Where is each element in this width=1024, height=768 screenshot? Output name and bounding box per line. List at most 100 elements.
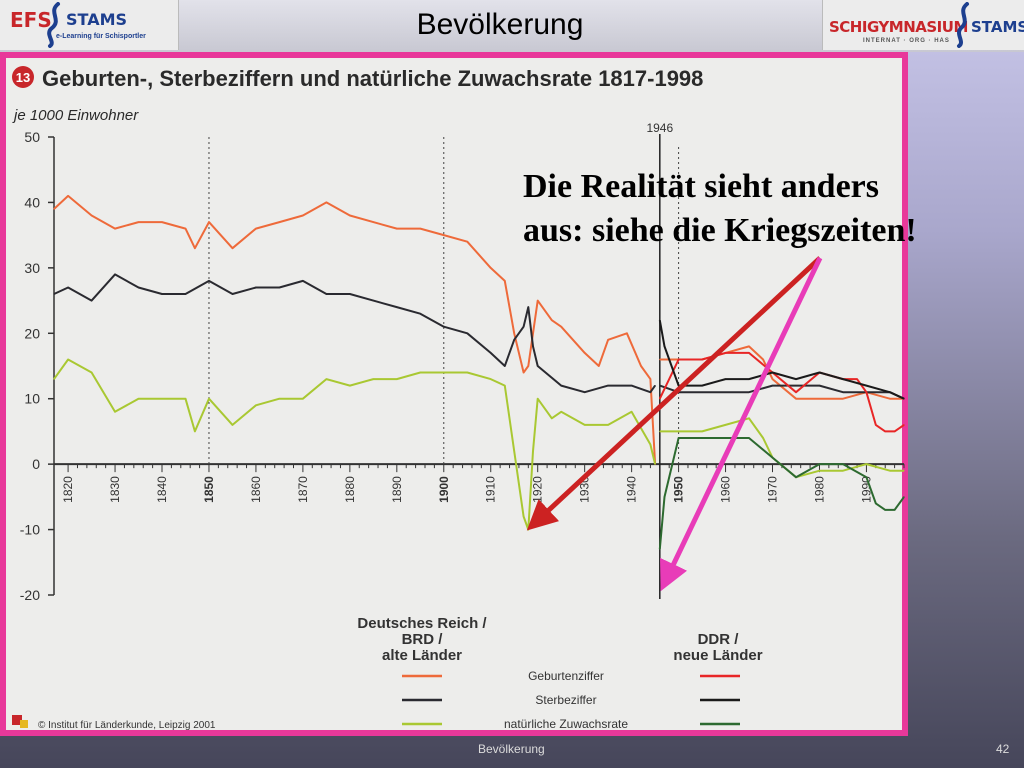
data-point — [349, 214, 351, 217]
data-point — [875, 424, 877, 426]
x-tick-label: 1890 — [390, 476, 404, 503]
data-point — [701, 430, 703, 433]
legend-item-label: Sterbeziffer — [535, 693, 596, 707]
data-point — [677, 437, 680, 439]
slide-header: EFS STAMS e-Learning für Schisportler Be… — [0, 0, 1024, 52]
data-point — [527, 365, 529, 367]
logo-left-name2: STAMS — [66, 10, 128, 29]
figure-number: 13 — [16, 70, 30, 85]
data-point — [875, 502, 877, 504]
data-point — [231, 424, 234, 426]
data-point — [889, 391, 891, 393]
footer-title: Bevölkerung — [478, 742, 545, 756]
data-point — [748, 378, 750, 380]
data-point — [419, 313, 421, 315]
data-point — [865, 391, 868, 393]
schigymnasium-logo: SCHIGYMNASIUM STAMS INTERNAT · ORG · HAS — [822, 0, 1024, 50]
y-tick-label: 20 — [24, 325, 40, 341]
data-point — [490, 352, 492, 354]
data-point — [523, 515, 525, 518]
data-point — [771, 371, 774, 374]
data-point — [537, 398, 539, 400]
data-point — [67, 286, 69, 289]
y-tick-label: 30 — [24, 260, 40, 276]
x-tick-label: 1850 — [202, 476, 216, 503]
annotation-arrow-red — [526, 256, 822, 531]
figure-number-badge — [12, 66, 34, 88]
data-point — [842, 378, 844, 380]
data-point — [795, 378, 797, 380]
data-point — [889, 470, 891, 472]
data-point — [208, 398, 210, 400]
x-tick-label: 1940 — [625, 476, 639, 503]
x-tick-label: 1990 — [859, 476, 873, 503]
x-tick-label: 1970 — [766, 476, 780, 503]
legend-group1-line: alte Länder — [382, 647, 462, 664]
x-tick-label: 1870 — [296, 476, 310, 503]
data-point — [504, 365, 506, 367]
legend-item-label: Geburtenziffer — [528, 669, 604, 683]
population-chart: 13 Geburten-, Sterbeziffern und natürlic… — [12, 66, 905, 731]
data-point — [903, 424, 905, 426]
data-point — [53, 378, 55, 380]
data-point — [724, 391, 727, 393]
data-point — [372, 378, 374, 380]
data-point — [607, 339, 609, 341]
y-tick-label: 10 — [24, 391, 40, 407]
data-point — [523, 326, 525, 328]
data-point — [53, 208, 55, 210]
data-point — [663, 345, 666, 347]
data-point — [889, 398, 891, 400]
data-point — [396, 228, 398, 230]
logo-left-name1: EFS — [10, 8, 52, 32]
data-point — [255, 404, 257, 406]
skier-swoosh-icon — [47, 2, 60, 48]
skier-swoosh-icon — [957, 2, 969, 48]
data-point — [208, 221, 210, 223]
slide-title: Bevölkerung — [416, 8, 584, 41]
source-logo-icon — [12, 715, 22, 725]
logo-right-name1: SCHIGYMNASIUM — [829, 18, 968, 36]
data-point — [396, 378, 398, 380]
data-point — [701, 391, 703, 393]
data-point — [372, 221, 374, 223]
y-tick-label: 50 — [24, 129, 40, 145]
data-point — [490, 267, 492, 269]
data-point — [513, 450, 515, 452]
data-point — [466, 241, 468, 243]
data-point — [771, 457, 774, 459]
data-point — [748, 437, 750, 439]
data-point — [161, 398, 163, 400]
data-point — [659, 319, 661, 321]
data-point — [842, 398, 844, 400]
data-point — [302, 280, 304, 282]
legend-group1-line: BRD / — [402, 631, 444, 648]
data-point — [560, 411, 562, 413]
data-point — [894, 509, 896, 511]
data-point — [598, 365, 600, 367]
data-point — [419, 371, 421, 374]
data-point — [795, 385, 797, 387]
data-point — [654, 463, 656, 465]
data-point — [659, 385, 661, 387]
data-point — [903, 496, 905, 498]
series-line-4 — [53, 358, 657, 531]
data-point — [466, 332, 468, 334]
data-point — [584, 352, 586, 354]
data-point — [302, 214, 304, 217]
source-logo-icon — [20, 720, 28, 728]
data-point — [903, 470, 905, 472]
data-point — [90, 299, 93, 302]
data-point — [631, 411, 633, 413]
legend-group2-line: DDR / — [698, 631, 740, 648]
y-tick-label: 40 — [24, 194, 40, 210]
data-point — [537, 365, 539, 367]
data-point — [504, 280, 506, 282]
data-point — [649, 391, 652, 393]
data-point — [894, 430, 896, 433]
data-point — [640, 365, 642, 367]
annotation-line-2: aus: siehe die Kriegszeiten! — [523, 212, 917, 249]
y-axis-label: je 1000 Einwohner — [12, 107, 139, 124]
data-point — [278, 286, 281, 289]
data-point — [231, 247, 234, 249]
